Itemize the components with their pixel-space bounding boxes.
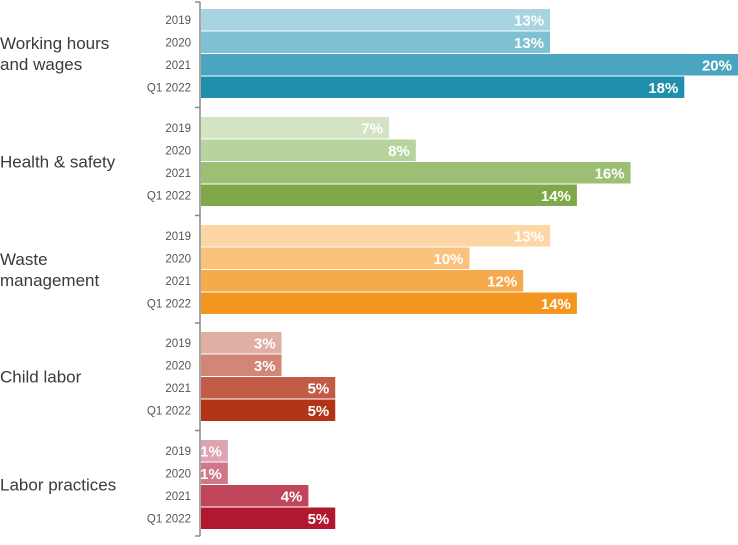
value-label-g0-0: 13% bbox=[514, 12, 544, 29]
period-label-g2-0: 2019 bbox=[165, 231, 191, 243]
value-label-g0-3: 18% bbox=[648, 80, 678, 97]
period-label-g2-3: Q1 2022 bbox=[147, 298, 191, 310]
bar-g2-2 bbox=[201, 270, 524, 292]
bar-g1-2 bbox=[201, 162, 631, 184]
period-label-g4-1: 2020 bbox=[165, 468, 191, 480]
value-label-g0-1: 13% bbox=[514, 35, 544, 52]
bar-g1-0 bbox=[201, 117, 389, 139]
category-label-g1-0: Health & safety bbox=[0, 153, 116, 172]
bar-g0-2 bbox=[201, 54, 738, 76]
bar-g3-3 bbox=[201, 399, 336, 421]
value-label-g1-3: 14% bbox=[541, 188, 571, 205]
axis-layer bbox=[195, 1, 201, 537]
value-label-g2-0: 13% bbox=[514, 228, 544, 245]
bar-g2-3 bbox=[201, 292, 577, 314]
bar-g0-3 bbox=[201, 76, 685, 98]
bar-g3-0 bbox=[201, 332, 282, 354]
bar-g2-0 bbox=[201, 225, 551, 247]
bar-g1-3 bbox=[201, 184, 577, 206]
bar-g3-2 bbox=[201, 377, 336, 399]
period-label-g0-3: Q1 2022 bbox=[147, 82, 191, 94]
value-label-g4-0: 1% bbox=[200, 443, 222, 460]
period-label-g4-0: 2019 bbox=[165, 446, 191, 458]
period-label-g0-1: 2020 bbox=[165, 37, 191, 49]
period-label-g4-3: Q1 2022 bbox=[147, 513, 191, 525]
period-label-g1-0: 2019 bbox=[165, 123, 191, 135]
value-label-g3-1: 3% bbox=[254, 358, 276, 375]
bar-g4-3 bbox=[201, 507, 336, 529]
period-label-g1-2: 2021 bbox=[165, 168, 191, 180]
bar-g0-1 bbox=[201, 31, 551, 53]
value-label-g2-2: 12% bbox=[487, 273, 517, 290]
period-label-g0-2: 2021 bbox=[165, 60, 191, 72]
value-label-g4-2: 4% bbox=[281, 488, 303, 505]
value-label-g1-2: 16% bbox=[595, 165, 625, 182]
value-label-g4-3: 5% bbox=[308, 511, 330, 528]
period-label-g2-1: 2020 bbox=[165, 253, 191, 265]
value-label-g3-0: 3% bbox=[254, 335, 276, 352]
period-label-g3-1: 2020 bbox=[165, 360, 191, 372]
labels-layer: 13% 2019 13% 2020 20% 2021 18% Q1 2022 Working h… bbox=[0, 12, 732, 528]
bar-g4-2 bbox=[201, 485, 309, 507]
period-label-g3-3: Q1 2022 bbox=[147, 405, 191, 417]
category-label-g2-0: Waste bbox=[0, 250, 48, 269]
value-label-g2-3: 14% bbox=[541, 296, 571, 313]
value-label-g1-0: 7% bbox=[361, 120, 383, 137]
period-label-g3-0: 2019 bbox=[165, 338, 191, 350]
period-label-g1-3: Q1 2022 bbox=[147, 190, 191, 202]
category-label-g0-0: Working hours bbox=[0, 34, 109, 53]
period-label-g2-2: 2021 bbox=[165, 276, 191, 288]
value-label-g4-1: 1% bbox=[200, 466, 222, 483]
value-label-g0-2: 20% bbox=[702, 57, 732, 74]
period-label-g3-2: 2021 bbox=[165, 383, 191, 395]
value-label-g3-2: 5% bbox=[308, 380, 330, 397]
value-label-g3-3: 5% bbox=[308, 403, 330, 420]
period-label-g4-2: 2021 bbox=[165, 491, 191, 503]
value-label-g1-1: 8% bbox=[388, 143, 410, 160]
period-label-g0-0: 2019 bbox=[165, 15, 191, 27]
bars-layer bbox=[201, 9, 738, 529]
bar-g2-1 bbox=[201, 247, 470, 269]
period-label-g1-1: 2020 bbox=[165, 145, 191, 157]
category-label-g2-1: management bbox=[0, 271, 100, 290]
value-label-g2-1: 10% bbox=[433, 251, 463, 268]
category-label-g3-0: Child labor bbox=[0, 368, 82, 387]
bar-g3-1 bbox=[201, 354, 282, 376]
bar-g1-1 bbox=[201, 139, 416, 161]
bar-g4-1 bbox=[201, 462, 228, 484]
bar-g0-0 bbox=[201, 9, 551, 31]
category-label-g4-0: Labor practices bbox=[0, 476, 116, 495]
category-label-g0-1: and wages bbox=[0, 55, 82, 74]
bar-g4-0 bbox=[201, 440, 228, 462]
